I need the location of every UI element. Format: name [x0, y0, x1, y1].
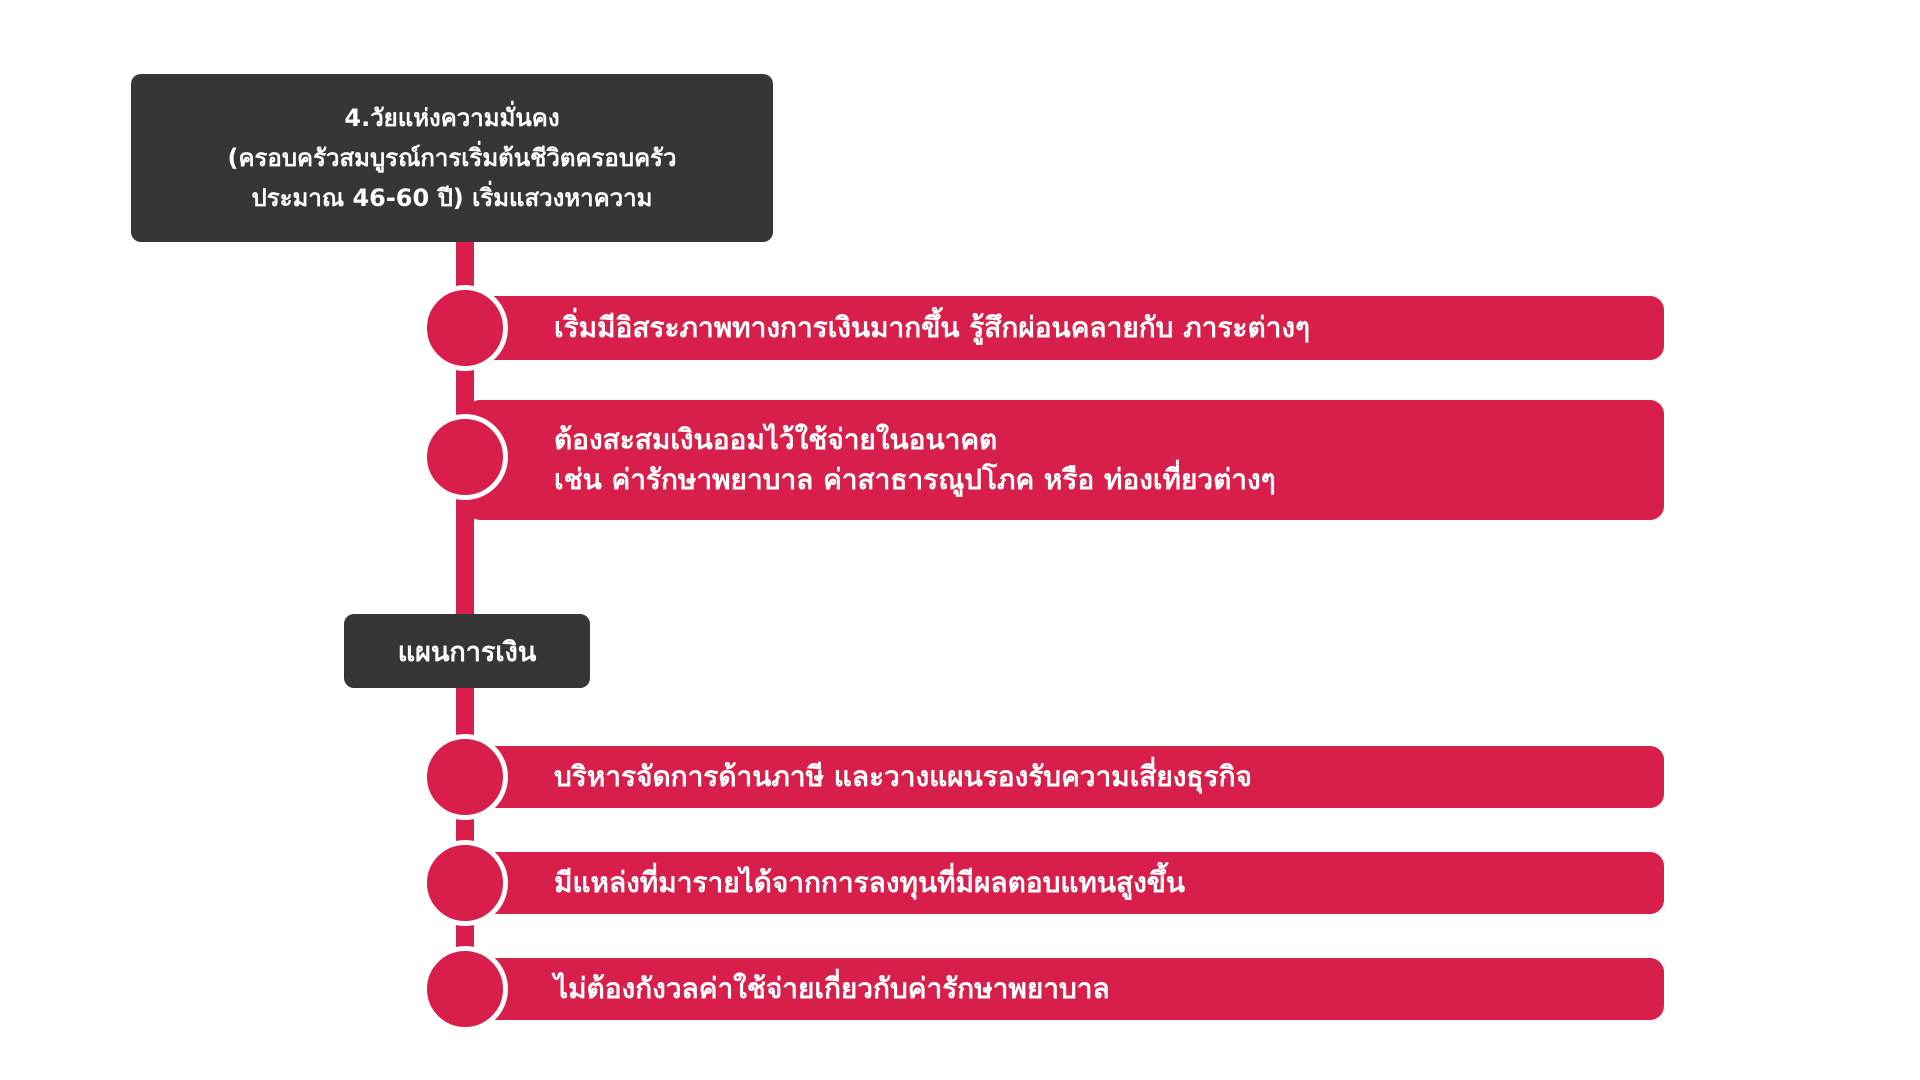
timeline-item-text-line-1: ต้องสะสมเงินออมไว้ใช้จ่ายในอนาคต — [554, 423, 998, 456]
stage-title-box: 4.วัยแห่งความมั่นคง (ครอบครัวสมบูรณ์การเ… — [131, 74, 773, 242]
timeline-item-text: เริ่มมีอิสระภาพทางการเงินมากขึ้น รู้สึกผ… — [554, 311, 1311, 344]
timeline-item-text-line-2: เช่น ค่ารักษาพยาบาล ค่าสาธารณูปโภค หรือ … — [554, 463, 1276, 496]
timeline-marker — [422, 414, 508, 500]
timeline-marker — [422, 285, 508, 371]
timeline-item-text: ไม่ต้องกังวลค่าใช้จ่ายเกี่ยวกับค่ารักษาพ… — [554, 972, 1110, 1005]
timeline-marker — [422, 840, 508, 926]
timeline-item-tax: บริหารจัดการด้านภาษี และวางแผนรองรับความ… — [466, 746, 1664, 808]
timeline-marker — [422, 734, 508, 820]
timeline-marker — [422, 946, 508, 1032]
stage-title-line-2: (ครอบครัวสมบูรณ์การเริ่มต้นชีวิตครอบครัว — [227, 144, 677, 172]
timeline-item-savings: ต้องสะสมเงินออมไว้ใช้จ่ายในอนาคต เช่น ค่… — [466, 400, 1664, 520]
timeline-item-investment: มีแหล่งที่มารายได้จากการลงทุนที่มีผลตอบแ… — [466, 852, 1664, 914]
financial-plan-box: แผนการเงิน — [344, 614, 590, 688]
stage-title-line-1: 4.วัยแห่งความมั่นคง — [344, 104, 560, 132]
timeline-item-text: มีแหล่งที่มารายได้จากการลงทุนที่มีผลตอบแ… — [554, 866, 1186, 899]
financial-plan-label: แผนการเงิน — [397, 636, 537, 668]
timeline-item-medical: ไม่ต้องกังวลค่าใช้จ่ายเกี่ยวกับค่ารักษาพ… — [466, 958, 1664, 1020]
timeline-item-text: บริหารจัดการด้านภาษี และวางแผนรองรับความ… — [554, 760, 1252, 793]
stage-title-line-3: ประมาณ 46-60 ปี) เริ่มแสวงหาความ — [251, 184, 653, 212]
timeline-item-freedom: เริ่มมีอิสระภาพทางการเงินมากขึ้น รู้สึกผ… — [466, 296, 1664, 360]
